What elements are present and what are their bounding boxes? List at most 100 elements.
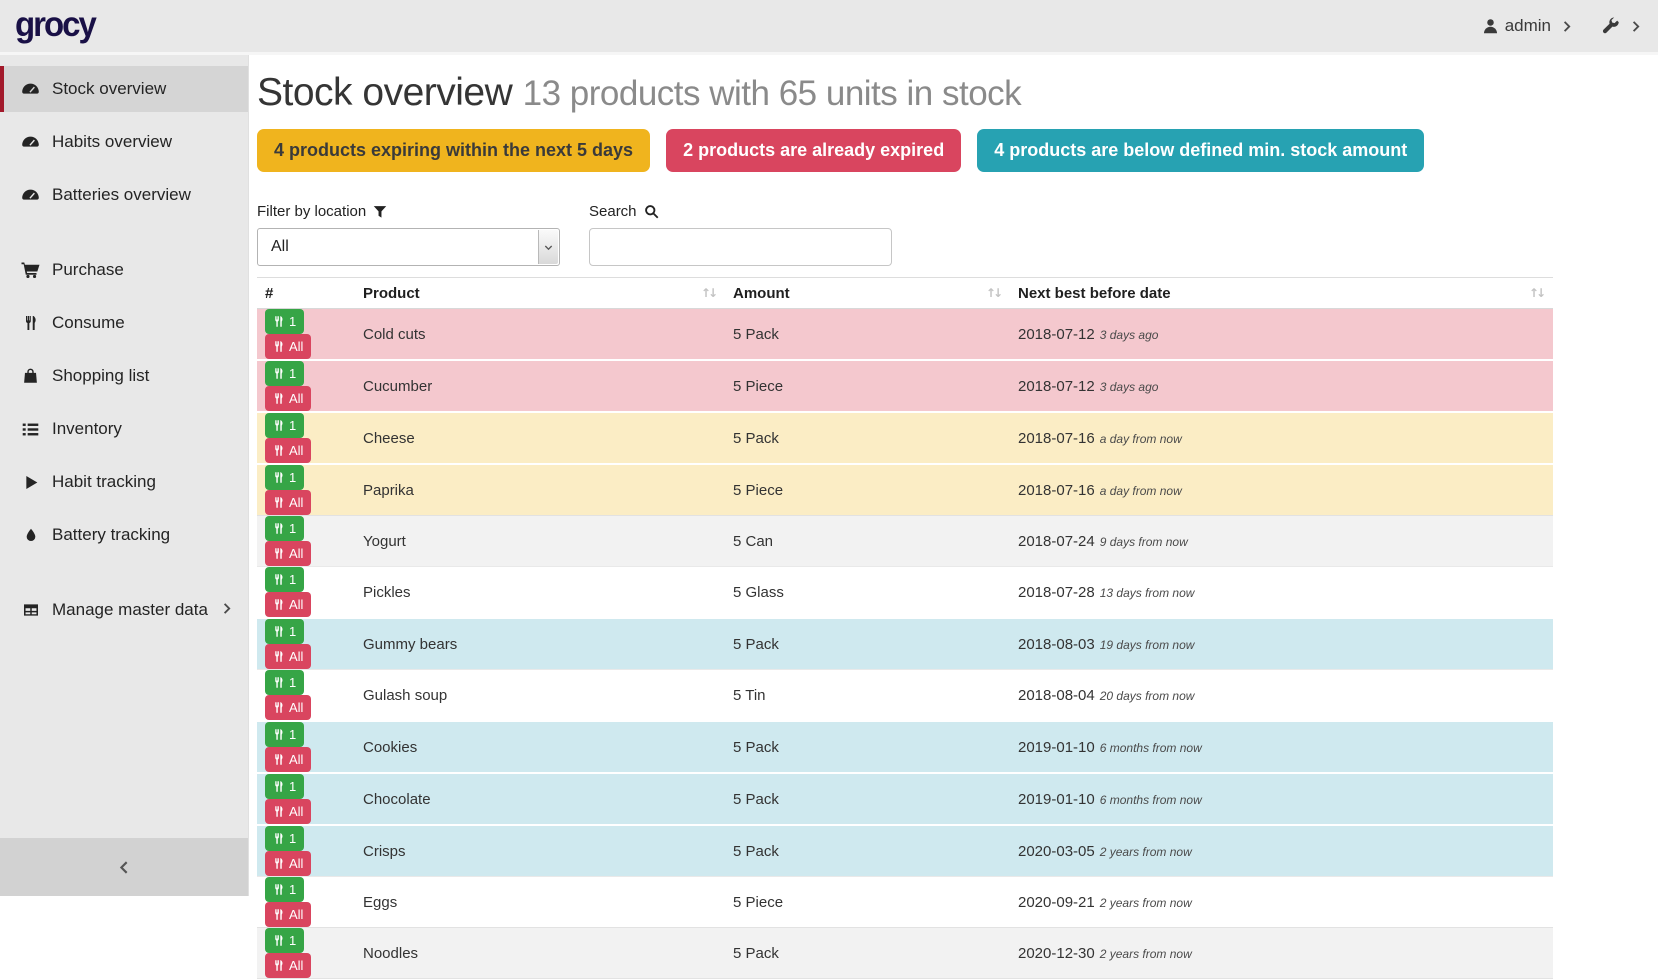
amount-cell: 5 Pack <box>725 411 1010 464</box>
consume-all-button[interactable]: All <box>265 851 312 876</box>
consume-one-button[interactable]: 1 <box>265 619 305 644</box>
product-cell: Cold cuts <box>355 308 725 360</box>
consume-all-button[interactable]: All <box>265 953 312 978</box>
consume-one-button[interactable]: 1 <box>265 877 305 902</box>
best-before-cell: 2018-07-16 a day from now <box>1010 463 1553 516</box>
product-cell: Noodles <box>355 927 725 979</box>
user-menu[interactable]: admin <box>1482 16 1551 36</box>
best-before-cell: 2019-01-10 6 months from now <box>1010 720 1553 773</box>
sort-icon[interactable]: ↑↓ <box>985 286 1003 300</box>
sidebar-item-label: Batteries overview <box>52 185 191 204</box>
utensils-icon <box>273 547 285 560</box>
best-before-cell: 2018-07-24 9 days from now <box>1010 515 1553 567</box>
best-before-cell: 2018-07-12 3 days ago <box>1010 359 1553 412</box>
sidebar-item-manage-master-data[interactable]: Manage master data <box>0 587 248 633</box>
consume-one-button[interactable]: 1 <box>265 413 305 438</box>
list-icon <box>21 421 40 438</box>
best-before-cell: 2018-08-04 20 days from now <box>1010 669 1553 721</box>
consume-all-button[interactable]: All <box>265 438 312 463</box>
utensils-icon <box>273 805 285 818</box>
play-icon <box>21 474 40 491</box>
chevron-right-icon[interactable] <box>1560 20 1573 33</box>
page-subtitle: 13 products with 65 units in stock <box>522 74 1022 113</box>
sidebar-item-inventory[interactable]: Inventory <box>0 406 248 452</box>
sidebar-item-stock-overview[interactable]: Stock overview <box>0 66 248 112</box>
sort-icon[interactable]: ↑↓ <box>1528 286 1546 300</box>
sort-icon[interactable]: ↑↓ <box>700 286 718 300</box>
consume-one-button[interactable]: 1 <box>265 928 305 953</box>
table-row: 1 All Yogurt 5 Can 2018-07-24 9 days from now <box>257 515 1553 567</box>
product-cell: Chocolate <box>355 772 725 825</box>
best-before-date: 2018-07-24 <box>1018 532 1095 550</box>
best-before-date: 2020-03-05 <box>1018 842 1095 860</box>
column-header-product[interactable]: Product ↑↓ <box>355 277 725 309</box>
consume-all-button[interactable]: All <box>265 902 312 927</box>
consume-all-button[interactable]: All <box>265 695 312 720</box>
best-before-date: 2018-07-16 <box>1018 429 1095 447</box>
sidebar-item-shopping-list[interactable]: Shopping list <box>0 353 248 399</box>
best-before-relative: 9 days from now <box>1099 534 1188 549</box>
best-before-date: 2020-09-21 <box>1018 893 1095 911</box>
sidebar-item-habit-tracking[interactable]: Habit tracking <box>0 459 248 505</box>
gauge-icon <box>21 80 40 99</box>
sidebar-item-habits-overview[interactable]: Habits overview <box>0 119 248 165</box>
sidebar-item-purchase[interactable]: Purchase <box>0 247 248 293</box>
product-cell: Paprika <box>355 463 725 516</box>
chevron-left-icon <box>117 860 132 875</box>
actions-cell: 1 All <box>257 927 355 979</box>
sidebar-item-batteries-overview[interactable]: Batteries overview <box>0 172 248 218</box>
consume-all-button[interactable]: All <box>265 799 312 824</box>
product-cell: Cookies <box>355 720 725 773</box>
utensils-icon <box>273 857 285 870</box>
utensils-icon <box>21 314 40 332</box>
sidebar-item-consume[interactable]: Consume <box>0 300 248 346</box>
table-row: 1 All Paprika 5 Piece 2018-07-16 a day from n… <box>257 463 1553 516</box>
best-before-date: 2018-07-28 <box>1018 583 1095 601</box>
consume-one-button[interactable]: 1 <box>265 826 305 851</box>
amount-cell: 5 Piece <box>725 876 1010 928</box>
consume-all-button[interactable]: All <box>265 644 312 669</box>
consume-all-button[interactable]: All <box>265 386 312 411</box>
best-before-relative: 2 years from now <box>1099 844 1192 859</box>
amount-cell: 5 Pack <box>725 824 1010 877</box>
consume-all-button[interactable]: All <box>265 592 312 617</box>
app-logo[interactable]: grocy <box>15 3 97 44</box>
sidebar-item-battery-tracking[interactable]: Battery tracking <box>0 512 248 558</box>
sidebar: Stock overview Habits overview Batteries o… <box>0 55 249 896</box>
best-before-relative: 19 days from now <box>1099 637 1195 652</box>
chevron-right-icon[interactable] <box>1629 20 1642 33</box>
settings-menu[interactable] <box>1601 16 1620 36</box>
amount-cell: 5 Pack <box>725 308 1010 360</box>
utensils-icon <box>273 419 285 432</box>
consume-one-button[interactable]: 1 <box>265 465 305 490</box>
actions-cell: 1 All <box>257 617 355 670</box>
consume-one-button[interactable]: 1 <box>265 361 305 386</box>
column-header-next-best-before-date[interactable]: Next best before date ↑↓ <box>1010 277 1553 309</box>
column-header-amount[interactable]: Amount ↑↓ <box>725 277 1010 309</box>
location-filter-select[interactable]: All <box>257 228 560 266</box>
consume-all-button[interactable]: All <box>265 490 312 515</box>
consume-one-button[interactable]: 1 <box>265 567 305 592</box>
actions-cell: 1 All <box>257 308 355 360</box>
consume-one-button[interactable]: 1 <box>265 774 305 799</box>
consume-one-button[interactable]: 1 <box>265 722 305 747</box>
consume-one-button[interactable]: 1 <box>265 309 305 334</box>
consume-all-button[interactable]: All <box>265 747 312 772</box>
actions-cell: 1 All <box>257 566 355 618</box>
sidebar-item-label: Manage master data <box>52 600 208 619</box>
utensils-icon <box>273 908 285 921</box>
utensils-icon <box>273 676 285 689</box>
actions-cell: 1 All <box>257 359 355 412</box>
best-before-cell: 2020-03-05 2 years from now <box>1010 824 1553 877</box>
table-row: 1 All Eggs 5 Piece 2020-09-21 2 years from no… <box>257 876 1553 928</box>
consume-all-button[interactable]: All <box>265 334 312 359</box>
consume-all-button[interactable]: All <box>265 541 312 566</box>
consume-one-button[interactable]: 1 <box>265 670 305 695</box>
user-icon <box>1482 18 1499 35</box>
sidebar-collapse-button[interactable] <box>0 838 248 896</box>
best-before-date: 2018-07-12 <box>1018 325 1095 343</box>
chevron-right-icon <box>220 602 233 615</box>
status-badge-2: 4 products are below defined min. stock … <box>977 129 1425 172</box>
search-input[interactable] <box>589 228 892 266</box>
consume-one-button[interactable]: 1 <box>265 516 305 541</box>
